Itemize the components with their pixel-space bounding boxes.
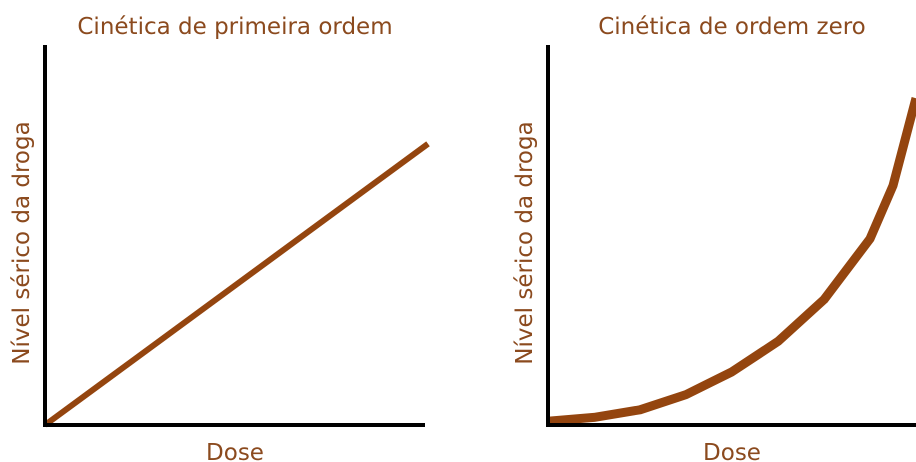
chart-title: Cinética de primeira ordem bbox=[77, 14, 392, 40]
y-axis-label: Nível sérico da droga bbox=[9, 121, 35, 364]
data-line bbox=[43, 141, 430, 428]
x-axis-label: Dose bbox=[703, 440, 761, 462]
x-axis-label: Dose bbox=[206, 440, 264, 462]
chart-title: Cinética de ordem zero bbox=[598, 14, 866, 40]
y-axis-label: Nível sérico da droga bbox=[512, 121, 538, 364]
data-line bbox=[547, 97, 916, 426]
